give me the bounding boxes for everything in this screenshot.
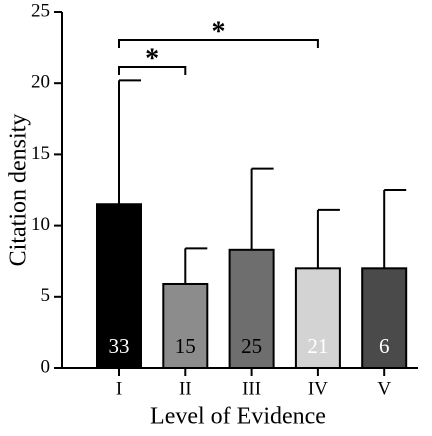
x-tick-label: IV [308,378,328,399]
y-tick-label: 0 [41,356,51,377]
count-label: 6 [379,334,390,358]
x-tick-label: I [116,378,122,399]
x-axis-label: Level of Evidence [150,404,326,430]
bar [96,203,142,369]
x-tick-label: II [179,378,192,399]
bar [162,282,209,370]
count-label: 33 [109,334,130,358]
bar [294,267,341,370]
count-label: 21 [307,334,328,358]
y-axis-label: Citation density [6,114,32,267]
x-tick-label: V [377,378,391,399]
count-label: 15 [175,334,196,358]
y-tick-label: 10 [31,214,50,235]
significance-bracket [118,66,187,75]
y-tick-label: 5 [41,285,51,306]
count-label: 25 [241,334,262,358]
x-tick-label: III [242,378,261,399]
significance-label: * [145,43,159,74]
significance-bracket [118,39,319,48]
y-tick-label: 20 [31,72,50,93]
significance-label: * [211,16,225,47]
y-tick-label: 25 [31,0,50,21]
bar [228,248,275,369]
y-tick-label: 15 [31,143,50,164]
bar [361,267,408,370]
